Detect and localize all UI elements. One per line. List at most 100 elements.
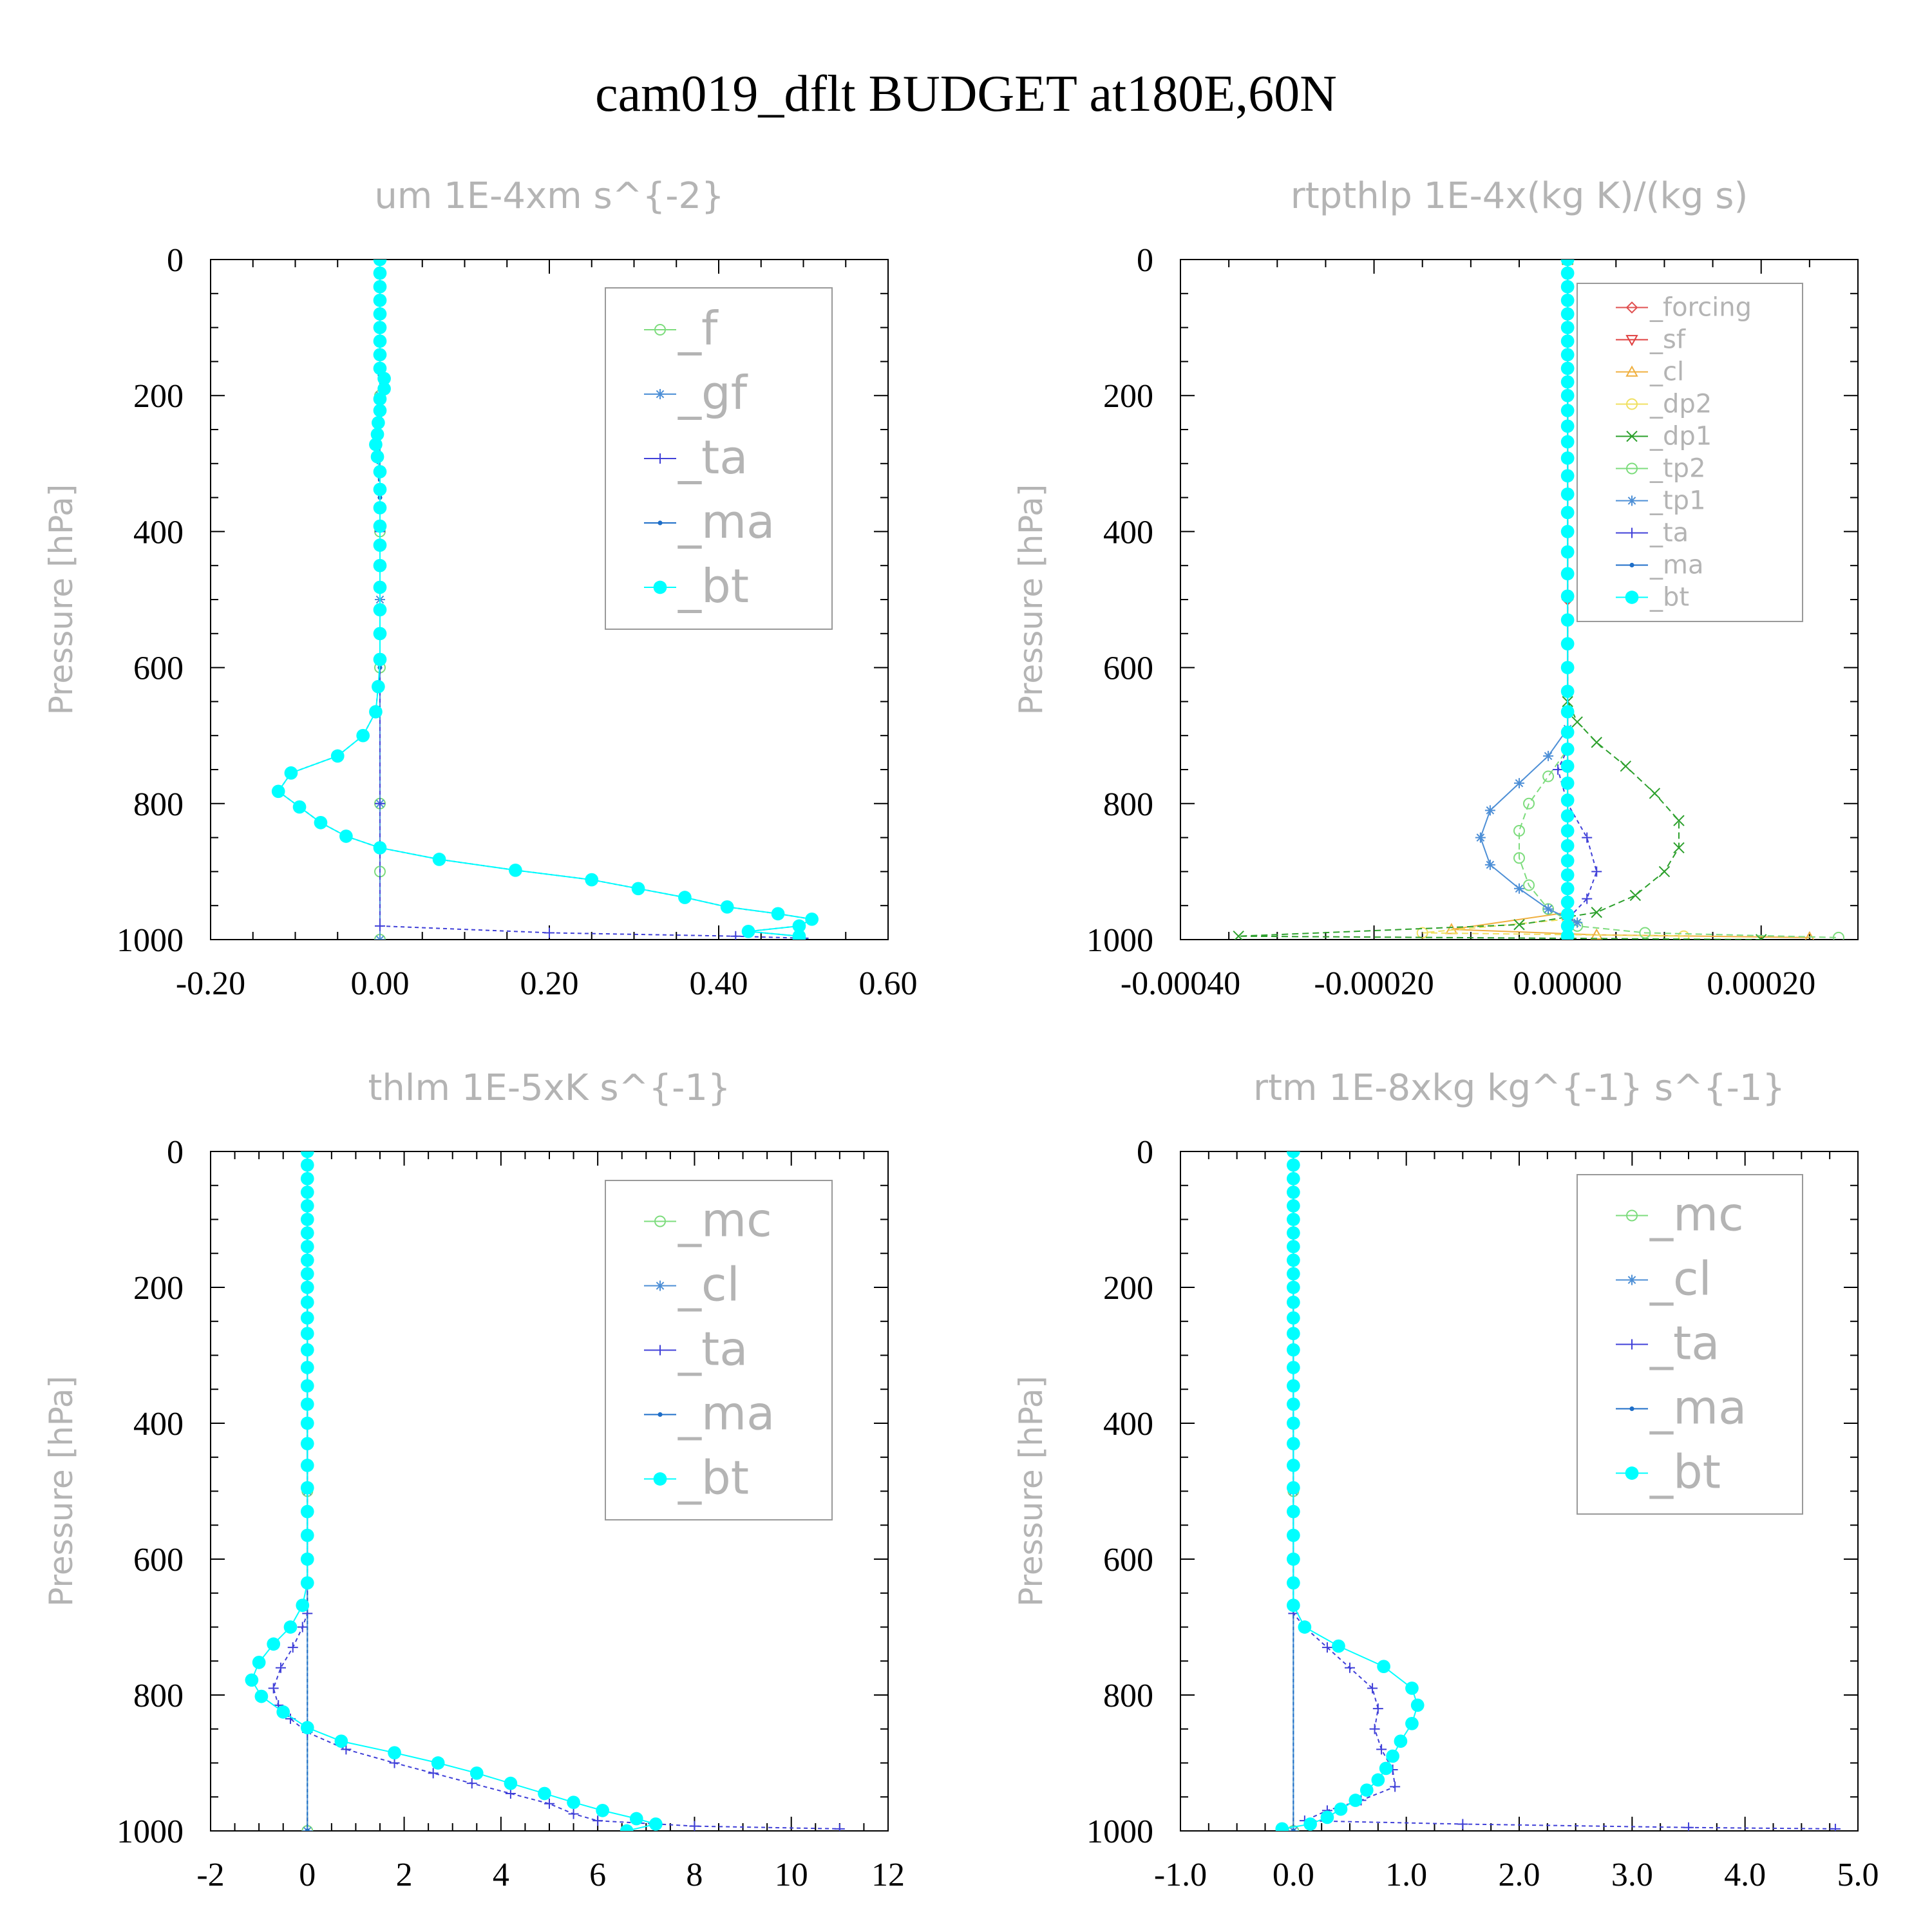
data-point-ta [341,1744,352,1755]
data-point-bt [631,882,645,896]
legend: _mc _cl _ta _ma _bt [605,1180,833,1520]
data-point-bt [1320,1810,1334,1824]
data-point-bt [339,829,353,843]
y-tick-label: 1000 [117,922,184,959]
y-tick-label: 600 [133,1542,184,1578]
data-point-ta [1582,893,1593,904]
data-point-bt [373,501,387,515]
data-point-bt [1560,793,1575,807]
legend-marker-ta [1627,527,1637,538]
data-point-bt [805,912,819,926]
data-point-bt [1286,1361,1300,1374]
data-point-bt [1560,685,1575,698]
data-point-bt [369,705,383,719]
data-point-dp1 [1649,788,1661,799]
data-point-dp1 [1571,716,1583,728]
series-group [1233,260,1844,940]
data-point-bt [373,465,387,478]
legend-label-ma: _ma [1649,1381,1747,1435]
legend-label-ta: _ta [677,1322,748,1376]
data-point-bt [276,1705,290,1719]
data-point-bt [1560,487,1575,501]
legend-marker-mc [1626,1209,1638,1222]
data-point-bt [1560,348,1575,362]
data-point-bt [1560,776,1575,790]
data-point-bt [1560,545,1575,559]
series-group [271,260,819,940]
data-point-bt [1560,404,1575,417]
data-point-bt [1349,1794,1363,1807]
y-tick-label: 400 [133,1406,184,1443]
data-point-bt [792,933,806,940]
data-point-bt [283,1620,298,1634]
data-point-bt [1386,1749,1399,1763]
data-point-ta [834,1823,845,1831]
x-tick-label: 0 [299,1857,316,1893]
data-point-ta [544,1798,554,1809]
data-point-bt [296,1598,310,1613]
y-tick-label: 1000 [117,1814,184,1850]
data-point-dp1 [1673,842,1685,854]
data-point-bt [373,404,387,417]
y-axis-label: Pressure [hPa] [1012,484,1050,715]
panel-um: um 1E-4xm s^{-2} 0 200 400 600 800 1000 -0.20 0.… [43,175,918,1002]
y-tick-label: 0 [167,242,184,279]
legend-marker-cl [1627,1274,1637,1285]
data-point-bt [1560,375,1575,389]
data-point-bt [1560,725,1575,739]
data-point-ta [1345,1662,1355,1673]
data-point-bt [1560,854,1575,867]
x-tick-label: 0.40 [690,965,748,1002]
legend-marker-tp2 [1626,462,1638,475]
data-point-bt [1286,1253,1300,1267]
data-point-ta [730,931,741,940]
x-tick-label: 0.00020 [1707,965,1815,1002]
data-point-bt [300,1171,314,1186]
data-point-bt [314,816,328,829]
legend-label-dp1: _dp1 [1649,421,1712,451]
legend-marker-ta [655,1345,665,1356]
data-point-bt [1286,1416,1300,1430]
data-point-bt [720,900,734,914]
data-point-bt [1286,1226,1300,1240]
data-point-bt [377,382,391,395]
data-point-ma [1291,1828,1296,1831]
data-point-bt [469,1766,484,1780]
legend-box [1577,283,1803,622]
data-point-bt [1560,868,1575,882]
data-point-ta [1376,1744,1387,1755]
data-point-bt [1286,1528,1300,1542]
data-point-ta [1372,1703,1383,1714]
data-point-tp2 [1523,879,1535,891]
data-point-bt [300,1721,314,1734]
data-point-bt [1560,469,1575,483]
legend-label-mc: _mc [677,1193,772,1247]
legend-marker-cl [655,1280,665,1291]
data-point-tp1 [1475,832,1486,843]
data-point-bt [300,1576,314,1590]
data-point-tp2 [1513,825,1525,837]
data-point-bt [1394,1734,1408,1748]
legend-marker-dp2 [1626,398,1638,410]
data-point-tp1 [1514,883,1524,894]
data-point-ta [1591,866,1602,877]
data-point-bt [373,266,387,280]
legend-label-cl: _cl [677,1258,740,1312]
legend-box [605,1180,833,1520]
data-point-bt [1286,1158,1300,1172]
data-point-bt [334,1734,348,1748]
data-point-bt [300,1459,314,1472]
x-tick-label: 10 [775,1857,808,1893]
data-point-bt [370,428,384,441]
data-point-bt [629,1812,643,1826]
data-point-bt [373,603,387,617]
x-tick-label: 0.0 [1273,1857,1314,1893]
series-group [245,1151,845,1831]
data-point-ta [375,920,385,931]
data-point-tp1 [1484,805,1495,816]
data-point-dp1 [1513,919,1525,931]
data-point-bt [252,1656,266,1669]
data-point-bt [1560,895,1575,909]
y-tick-label: 600 [1103,650,1153,687]
